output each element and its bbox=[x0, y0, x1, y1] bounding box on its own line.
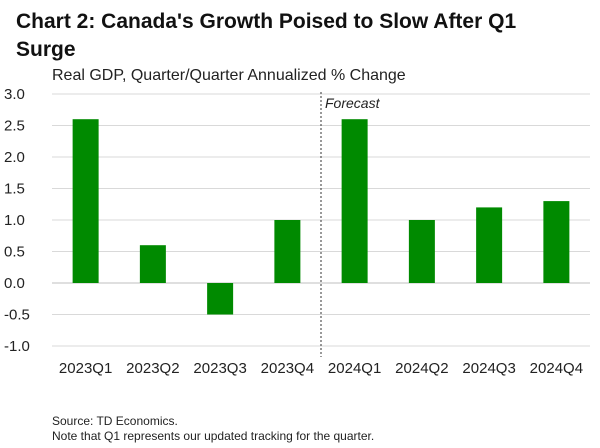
x-tick-label: 2024Q1 bbox=[328, 360, 381, 377]
x-tick-label: 2024Q2 bbox=[395, 360, 448, 377]
source-note: Source: TD Economics. bbox=[52, 414, 178, 428]
chart-title: Chart 2: Canada's Growth Poised to Slow … bbox=[16, 10, 517, 61]
y-tick-label: 0.5 bbox=[4, 244, 25, 261]
tracking-note: Note that Q1 represents our updated trac… bbox=[52, 429, 375, 443]
bar bbox=[543, 201, 570, 283]
bar bbox=[341, 119, 368, 283]
y-tick-label: 2.5 bbox=[4, 118, 25, 135]
x-tick-label: 2023Q1 bbox=[59, 360, 112, 377]
bar bbox=[476, 207, 503, 283]
chart-footer: Source: TD Economics. Note that Q1 repre… bbox=[52, 414, 374, 444]
x-tick-label: 2023Q3 bbox=[193, 360, 246, 377]
x-tick-label: 2024Q3 bbox=[462, 360, 515, 377]
chart-subtitle: Real GDP, Quarter/Quarter Annualized % C… bbox=[52, 67, 406, 84]
y-tick-label: 0.0 bbox=[4, 275, 25, 292]
y-tick-label: 3.0 bbox=[4, 86, 25, 103]
y-tick-label: 1.5 bbox=[4, 181, 25, 198]
x-tick-label: 2023Q4 bbox=[261, 360, 314, 377]
y-tick-label: -1.0 bbox=[4, 338, 30, 355]
bar bbox=[274, 220, 301, 283]
bar bbox=[72, 119, 99, 283]
bar bbox=[207, 283, 234, 315]
bar bbox=[408, 220, 435, 283]
forecast-label: Forecast bbox=[325, 95, 381, 111]
x-tick-label: 2023Q2 bbox=[126, 360, 179, 377]
x-tick-label: 2024Q4 bbox=[530, 360, 583, 377]
y-tick-label: 1.0 bbox=[4, 212, 25, 229]
y-tick-label: -0.5 bbox=[4, 307, 30, 324]
bar bbox=[139, 245, 166, 283]
y-tick-label: 2.0 bbox=[4, 149, 25, 166]
